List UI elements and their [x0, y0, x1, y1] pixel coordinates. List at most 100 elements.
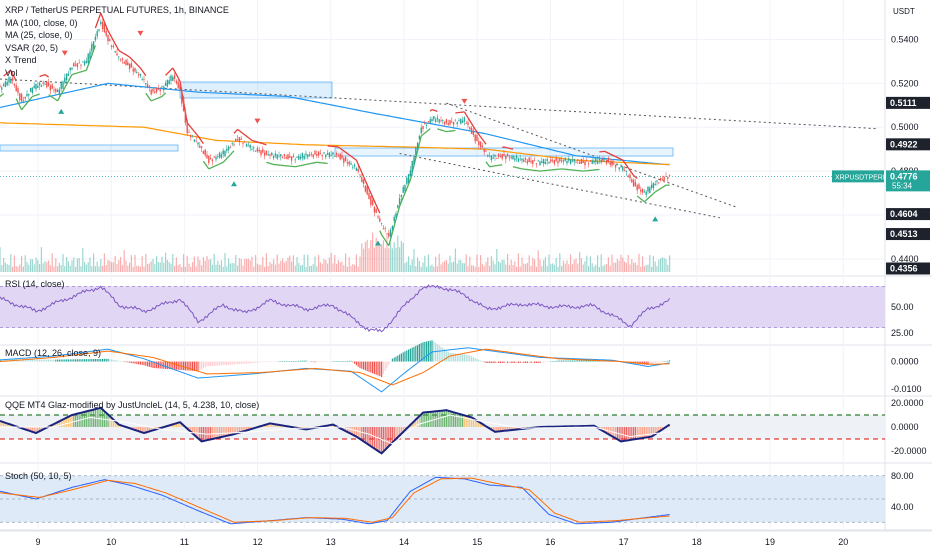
candle-body — [669, 175, 670, 176]
volume-bar — [557, 267, 558, 272]
x-tick-label: 13 — [326, 537, 336, 547]
macd-hist-bar — [473, 357, 474, 361]
candle-body — [496, 158, 497, 159]
candle-body — [516, 156, 517, 159]
main-legend: XRP / TetherUS PERPETUAL FUTURES, 1h, BI… — [5, 4, 229, 79]
macd-hist-bar — [557, 361, 558, 362]
candle-body — [341, 155, 342, 158]
candle-body — [561, 160, 562, 161]
candle-body — [500, 156, 501, 157]
macd-hist-bar — [539, 362, 540, 363]
qqe-hist-bar — [221, 427, 222, 437]
candle-body — [566, 161, 567, 163]
candle-body — [640, 190, 641, 192]
candle-body — [169, 80, 170, 84]
vsar-segment — [619, 158, 621, 159]
qqe-label[interactable]: QQE MT4 Glaz-modified by JustUncleL (14,… — [5, 400, 259, 410]
candle-body — [16, 85, 17, 91]
qqe-hist-bar — [232, 427, 233, 435]
macd-hist-bar — [545, 362, 546, 363]
volume-bar — [359, 256, 360, 272]
volume-bar — [485, 262, 486, 272]
volume-bar — [575, 259, 576, 272]
legend-xtrend[interactable]: X Trend — [5, 54, 229, 67]
rsi-y-tick: 50.00 — [891, 302, 914, 312]
macd-hist-bar — [111, 359, 112, 361]
candle-body — [39, 83, 40, 86]
candle-body — [433, 116, 434, 119]
volume-bar — [273, 259, 274, 272]
macd-hist-bar — [269, 362, 270, 363]
candle-body — [473, 131, 474, 135]
qqe-hist-bar — [219, 427, 220, 437]
candle-body — [478, 141, 479, 145]
candle-body — [536, 163, 537, 164]
vsar-segment — [662, 186, 664, 187]
stoch-label[interactable]: Stoch (50, 10, 5) — [5, 471, 72, 481]
vsar-segment — [268, 163, 270, 164]
volume-bar — [462, 263, 463, 272]
volume-bar — [313, 264, 314, 272]
legend-vsar[interactable]: VSAR (20, 5) — [5, 42, 229, 55]
macd-hist-bar — [664, 361, 665, 362]
vsar-segment — [481, 137, 483, 139]
volume-bar — [473, 265, 474, 272]
qqe-hist-bar — [73, 415, 74, 427]
legend-ma100[interactable]: MA (100, close, 0) — [5, 17, 229, 30]
macd-hist-bar — [430, 341, 431, 362]
vsar-segment — [423, 133, 425, 134]
candle-body — [314, 151, 315, 154]
volume-bar — [620, 255, 621, 272]
volume-bar — [655, 262, 656, 272]
volume-bar — [401, 241, 402, 272]
macd-label[interactable]: MACD (12, 26, close, 9) — [5, 348, 101, 358]
volume-bar — [3, 258, 4, 272]
macd-hist-bar — [142, 362, 143, 365]
candle-body — [205, 150, 206, 156]
legend-vol[interactable]: Vol — [5, 67, 229, 80]
vsar-segment — [193, 129, 195, 131]
volume-bar — [178, 265, 179, 272]
volume-bar — [448, 264, 449, 272]
volume-bar — [214, 254, 215, 272]
vsar-segment — [650, 195, 652, 197]
chart-title: XRP / TetherUS PERPETUAL FUTURES, 1h, BI… — [5, 4, 229, 17]
macd-hist-bar — [394, 358, 395, 362]
macd-hist-bar — [385, 362, 386, 371]
volume-bar — [419, 261, 420, 272]
vsar-segment — [214, 166, 216, 167]
symbol-label: XRPUSDTPERP — [835, 174, 888, 181]
candle-body — [498, 154, 499, 157]
candle-body — [660, 178, 661, 181]
candle-body — [631, 179, 632, 182]
macd-hist-bar — [68, 359, 69, 361]
candle-body — [143, 79, 144, 80]
candle-body — [548, 162, 549, 163]
qqe-hist-bar — [217, 427, 218, 438]
volume-bar — [368, 248, 369, 272]
candle-body — [584, 161, 585, 165]
candle-body — [332, 152, 333, 154]
volume-bar — [377, 244, 378, 272]
macd-hist-bar — [469, 356, 470, 362]
macd-hist-bar — [381, 362, 382, 377]
candle-body — [318, 151, 319, 155]
vsar-segment — [227, 157, 229, 159]
candle-body — [152, 89, 153, 91]
macd-hist-bar — [64, 359, 65, 361]
volume-bar — [269, 262, 270, 272]
volume-bar — [5, 263, 6, 272]
legend-ma25[interactable]: MA (25, close, 0) — [5, 29, 229, 42]
volume-bar — [295, 266, 296, 272]
vsar-segment — [632, 173, 634, 176]
qqe-hist-bar — [440, 411, 441, 427]
rsi-label[interactable]: RSI (14, close) — [5, 279, 65, 289]
volume-bar — [296, 257, 297, 272]
volume-bar — [568, 264, 569, 272]
candle-body — [147, 84, 148, 87]
volume-bar — [644, 266, 645, 272]
macd-hist-bar — [361, 362, 362, 369]
candle-body — [226, 149, 227, 151]
vsar-segment — [259, 143, 261, 144]
